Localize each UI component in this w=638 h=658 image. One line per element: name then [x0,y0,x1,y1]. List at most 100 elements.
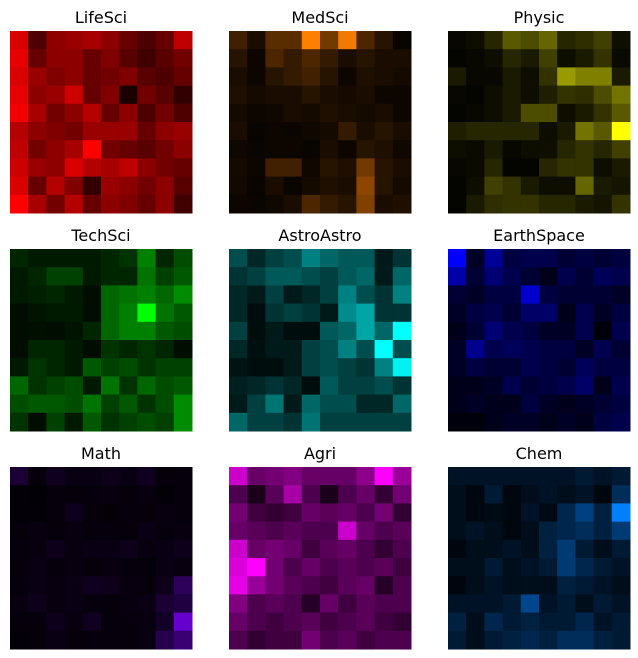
heatmap-cell [283,376,303,396]
heatmap-cell [28,521,47,541]
heatmap-cell [301,376,321,396]
heatmap-cell [392,630,412,650]
heatmap-cell [28,85,47,105]
heatmap-cell [502,594,522,614]
heatmap-cell [448,539,467,559]
heatmap-cell [320,630,339,650]
heatmap-cell [82,576,102,595]
heatmap-cell [557,503,576,523]
heatmap-cell [173,249,193,268]
heatmap-cell [46,31,66,50]
heatmap-cell [119,612,138,632]
heatmap-cell [283,503,303,523]
heatmap-cell [356,594,376,614]
heatmap-cell [575,194,595,214]
panel-techsci: TechSci [10,226,193,432]
heatmap-cell [593,249,613,268]
heatmap-cell [484,558,504,577]
panel-title: LifeSci [75,8,127,27]
heatmap-cell [283,558,303,577]
heatmap-cell [502,249,522,268]
heatmap-cell [593,394,613,414]
heatmap-cell [539,376,558,396]
heatmap-cell [137,140,157,159]
heatmap-cell [10,321,29,341]
heatmap-cell [575,539,595,559]
heatmap-cell [466,31,485,50]
heatmap-cell [611,249,631,268]
heatmap-cell [64,394,84,414]
heatmap-cell [557,158,576,178]
heatmap-cell [28,340,47,359]
heatmap-cell [10,503,29,523]
heatmap-cell [137,49,157,68]
heatmap-cell [101,539,120,559]
heatmap-cell [575,85,595,105]
heatmap-cell [46,630,66,650]
heatmap-cell [575,558,595,577]
heatmap-cell [265,485,285,504]
heatmap-cell [593,612,613,632]
heatmap-cell [119,158,138,178]
heatmap-cell [247,103,266,123]
heatmap-cell [101,249,120,268]
heatmap-cell [101,194,120,214]
heatmap-cell [557,194,576,214]
panel-agri: Agri [229,444,412,650]
heatmap-cell [119,594,138,614]
heatmap-cell [448,140,467,159]
heatmap-cell [137,558,157,577]
heatmap-cell [119,176,138,196]
heatmap-cell [356,539,376,559]
heatmap-cell [575,49,595,68]
heatmap-cell [247,122,266,141]
heatmap-cell [320,412,339,432]
heatmap-cell [155,158,175,178]
heatmap-cell [593,176,613,196]
heatmap-cell [101,558,120,577]
heatmap-cell [593,594,613,614]
heatmap-cell [374,49,394,68]
heatmap-cell [155,194,175,214]
heatmap-cell [247,558,266,577]
heatmap-cell [611,612,631,632]
heatmap-cell [575,503,595,523]
heatmap-cell [137,67,157,87]
heatmap-cell [484,321,504,341]
heatmap-cell [392,267,412,286]
heatmap-cell [173,285,193,305]
heatmap-cell [247,158,266,178]
heatmap-cell [265,103,285,123]
heatmap-cell [448,576,467,595]
heatmap-cell [392,67,412,87]
heatmap-cell [82,521,102,541]
heatmap-cell [101,176,120,196]
heatmap-cell [392,521,412,541]
heatmap-cell [356,467,376,486]
heatmap-cell [374,67,394,87]
heatmap-cell [448,67,467,87]
heatmap-cell [173,358,193,377]
heatmap-cell [539,521,558,541]
heatmap-cell [137,503,157,523]
heatmap-cell [374,249,394,268]
heatmap-cell [502,31,522,50]
heatmap-cell [119,267,138,286]
heatmap-cell [611,630,631,650]
heatmap-cell [46,85,66,105]
heatmap-cell [557,340,576,359]
heatmap-cell [539,358,558,377]
heatmap-cell [155,122,175,141]
heatmap-cell [283,176,303,196]
heatmap-cell [484,594,504,614]
heatmap-cell [374,267,394,286]
heatmap-cell [28,539,47,559]
heatmap-cell [557,630,576,650]
heatmap-cell [484,485,504,504]
heatmap-cell [101,358,120,377]
heatmap-cell [484,103,504,123]
heatmap-cell [229,67,248,87]
heatmap-cell [320,467,339,486]
heatmap-cell [520,340,540,359]
heatmap-cell [155,394,175,414]
